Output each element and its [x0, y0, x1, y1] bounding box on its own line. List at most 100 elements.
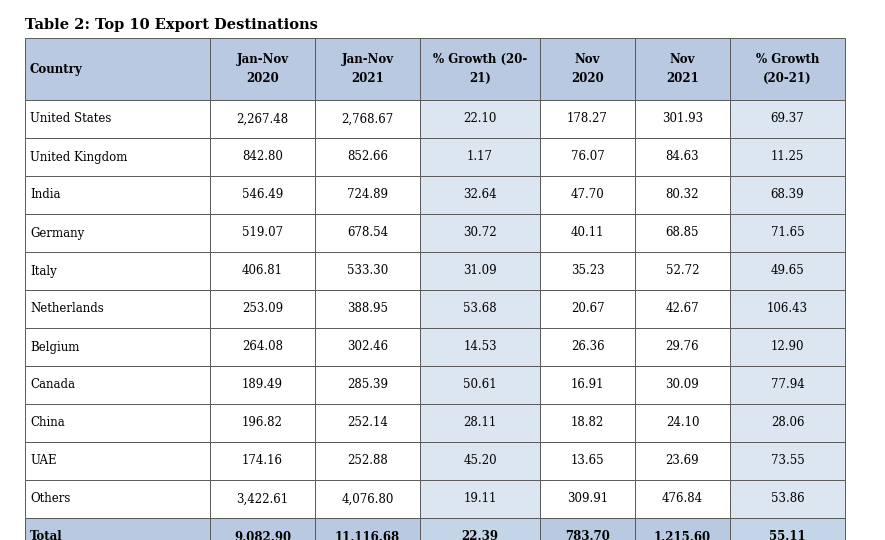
Text: 12.90: 12.90	[771, 341, 804, 354]
Text: 4,076.80: 4,076.80	[342, 492, 394, 505]
Text: % Growth
(20-21): % Growth (20-21)	[756, 53, 820, 85]
Text: 30.09: 30.09	[666, 379, 699, 392]
Bar	[25, 328, 210, 366]
Text: 252.88: 252.88	[347, 455, 388, 468]
Bar	[420, 176, 540, 214]
Text: 23.69: 23.69	[666, 455, 699, 468]
Bar	[540, 38, 635, 100]
Text: 32.64: 32.64	[463, 188, 496, 201]
Text: 252.14: 252.14	[347, 416, 388, 429]
Text: 678.54: 678.54	[347, 226, 388, 240]
Text: United Kingdom: United Kingdom	[30, 151, 127, 164]
Bar	[635, 442, 730, 480]
Bar	[635, 366, 730, 404]
Text: 14.53: 14.53	[463, 341, 496, 354]
Bar	[540, 100, 635, 138]
Bar	[730, 38, 845, 100]
Text: 73.55: 73.55	[771, 455, 804, 468]
Bar	[635, 38, 730, 100]
Bar	[315, 100, 420, 138]
Text: 77.94: 77.94	[771, 379, 804, 392]
Bar	[730, 480, 845, 518]
Text: 388.95: 388.95	[347, 302, 388, 315]
Bar	[210, 366, 315, 404]
Bar	[315, 38, 420, 100]
Bar	[730, 100, 845, 138]
Text: 253.09: 253.09	[242, 302, 283, 315]
Text: 50.61: 50.61	[463, 379, 496, 392]
Text: 2,267.48: 2,267.48	[236, 112, 289, 125]
Text: 189.49: 189.49	[242, 379, 283, 392]
Bar	[315, 138, 420, 176]
Text: 11.25: 11.25	[771, 151, 804, 164]
Bar	[315, 404, 420, 442]
Bar	[540, 176, 635, 214]
Bar	[635, 404, 730, 442]
Bar	[540, 214, 635, 252]
Bar	[420, 366, 540, 404]
Text: 546.49: 546.49	[242, 188, 283, 201]
Text: Jan-Nov
2020: Jan-Nov 2020	[236, 53, 289, 85]
Text: 49.65: 49.65	[771, 265, 804, 278]
Text: 16.91: 16.91	[571, 379, 604, 392]
Text: 406.81: 406.81	[242, 265, 283, 278]
Text: Belgium: Belgium	[30, 341, 80, 354]
Bar	[730, 176, 845, 214]
Bar	[25, 38, 210, 100]
Text: 42.67: 42.67	[666, 302, 699, 315]
Text: 309.91: 309.91	[567, 492, 608, 505]
Bar	[315, 328, 420, 366]
Text: 52.72: 52.72	[666, 265, 699, 278]
Text: Nov
2020: Nov 2020	[571, 53, 604, 85]
Bar	[730, 252, 845, 290]
Text: 76.07: 76.07	[571, 151, 604, 164]
Text: 476.84: 476.84	[662, 492, 703, 505]
Bar	[210, 328, 315, 366]
Text: 519.07: 519.07	[242, 226, 283, 240]
Text: UAE: UAE	[30, 455, 57, 468]
Text: 29.76: 29.76	[666, 341, 699, 354]
Bar	[420, 442, 540, 480]
Bar	[420, 38, 540, 100]
Bar	[25, 404, 210, 442]
Text: 302.46: 302.46	[347, 341, 388, 354]
Bar	[25, 518, 210, 540]
Text: 178.27: 178.27	[567, 112, 608, 125]
Bar	[420, 328, 540, 366]
Bar	[25, 252, 210, 290]
Text: 53.86: 53.86	[771, 492, 804, 505]
Bar	[210, 214, 315, 252]
Bar	[730, 366, 845, 404]
Bar	[635, 176, 730, 214]
Bar	[730, 328, 845, 366]
Bar	[315, 366, 420, 404]
Bar	[25, 366, 210, 404]
Text: Nov
2021: Nov 2021	[666, 53, 699, 85]
Bar	[315, 480, 420, 518]
Text: 285.39: 285.39	[347, 379, 388, 392]
Bar	[420, 214, 540, 252]
Text: Table 2: Top 10 Export Destinations: Table 2: Top 10 Export Destinations	[25, 18, 318, 32]
Bar	[25, 480, 210, 518]
Bar	[540, 138, 635, 176]
Text: 22.10: 22.10	[464, 112, 496, 125]
Bar	[540, 518, 635, 540]
Text: 2,768.67: 2,768.67	[342, 112, 394, 125]
Text: 19.11: 19.11	[464, 492, 496, 505]
Text: 852.66: 852.66	[347, 151, 388, 164]
Text: 20.67: 20.67	[571, 302, 604, 315]
Text: 71.65: 71.65	[771, 226, 804, 240]
Bar	[25, 290, 210, 328]
Bar	[315, 252, 420, 290]
Text: 264.08: 264.08	[242, 341, 283, 354]
Text: Netherlands: Netherlands	[30, 302, 104, 315]
Text: 13.65: 13.65	[571, 455, 604, 468]
Bar	[635, 480, 730, 518]
Bar	[25, 176, 210, 214]
Text: 783.70: 783.70	[565, 530, 610, 540]
Bar	[730, 138, 845, 176]
Bar	[315, 442, 420, 480]
Text: 35.23: 35.23	[571, 265, 604, 278]
Bar	[210, 518, 315, 540]
Bar	[420, 404, 540, 442]
